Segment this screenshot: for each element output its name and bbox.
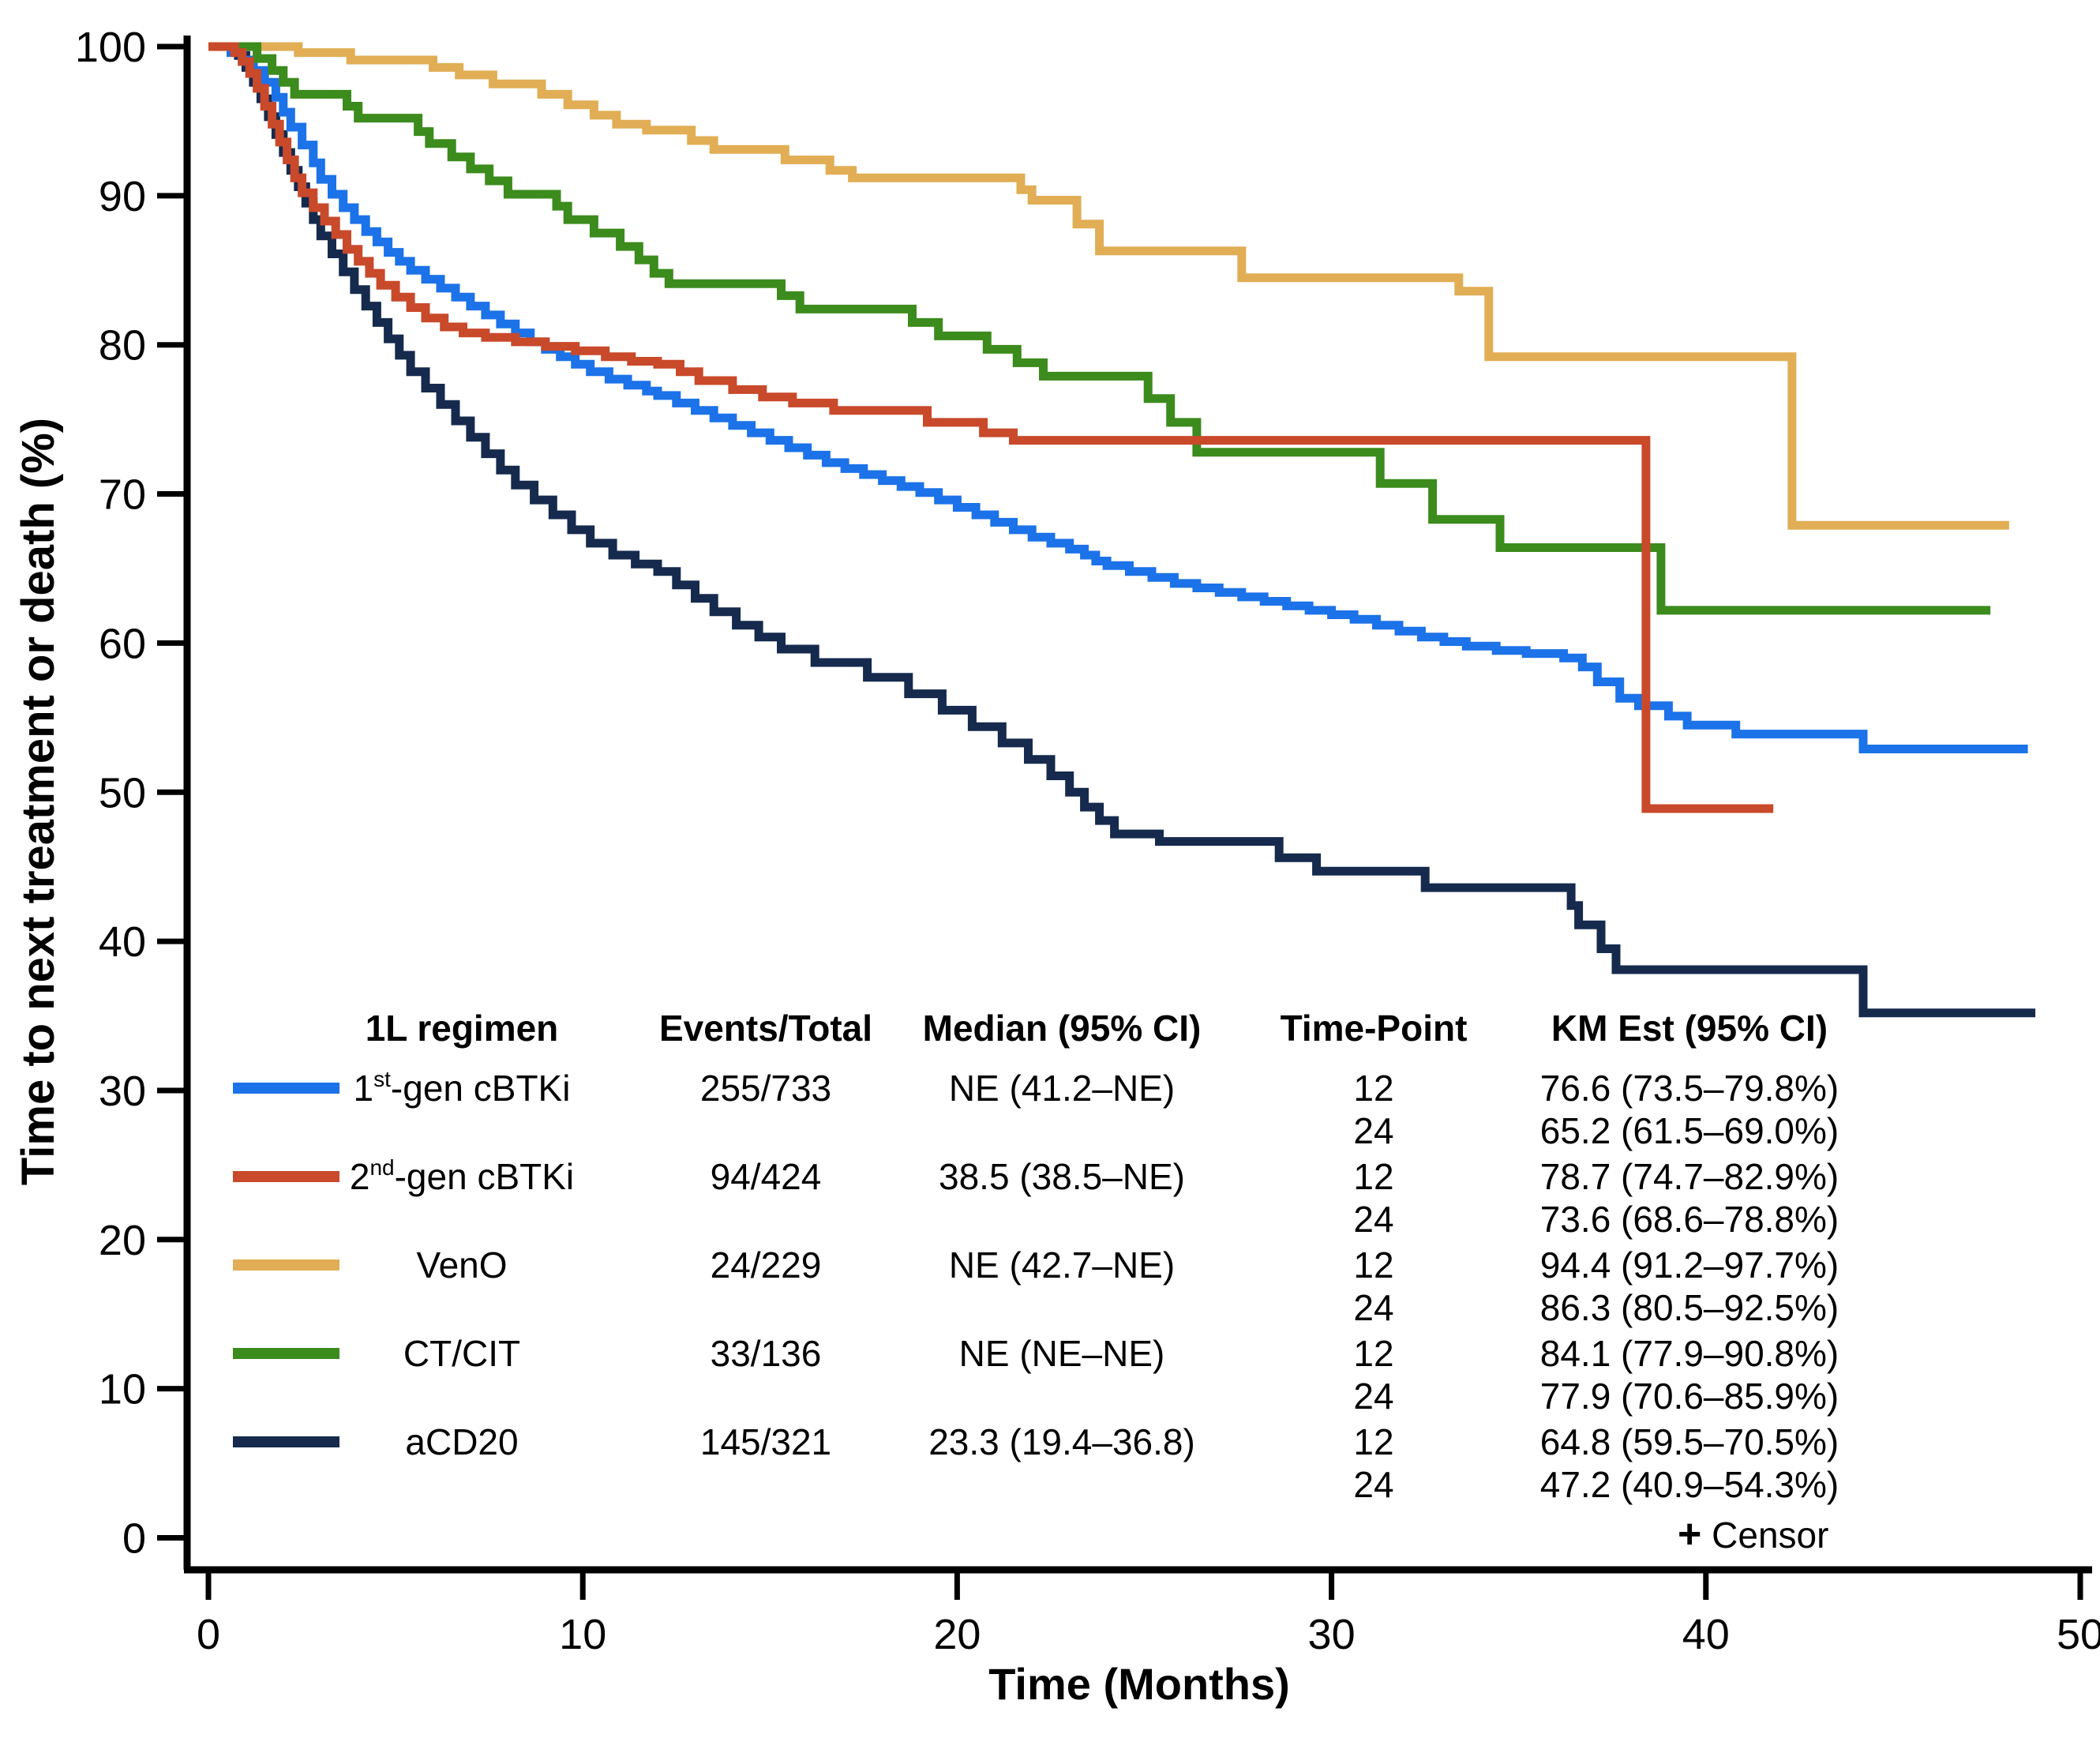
y-tick-label: 40 bbox=[99, 918, 146, 966]
events-total-value: 255/733 bbox=[700, 1068, 831, 1109]
median-value: NE (NE–NE) bbox=[959, 1333, 1165, 1374]
legend-header-timepoint: Time-Point bbox=[1281, 1008, 1468, 1049]
km-estimate-value: 76.6 (73.5–79.8%) bbox=[1540, 1068, 1839, 1109]
legend-table: 1L regimen Events/Total Median (95% CI) Tim… bbox=[233, 1008, 1839, 1557]
median-value: 38.5 (38.5–NE) bbox=[939, 1156, 1185, 1197]
timepoint-value: 12 bbox=[1353, 1244, 1393, 1286]
km-estimate-value: 77.9 (70.6–85.9%) bbox=[1540, 1376, 1839, 1417]
y-tick-label: 70 bbox=[99, 471, 146, 519]
timepoint-value: 24 bbox=[1353, 1464, 1393, 1505]
median-value: 23.3 (19.4–36.8) bbox=[928, 1421, 1195, 1462]
legend-row-label: CT/CIT bbox=[403, 1333, 520, 1374]
censor-note: + Censor bbox=[1678, 1511, 1828, 1557]
y-tick-label: 60 bbox=[99, 620, 146, 667]
y-axis-title: Time to next treatment or death (%) bbox=[13, 418, 64, 1185]
km-estimate-value: 65.2 (61.5–69.0%) bbox=[1540, 1110, 1839, 1151]
legend-row-label: 1st-gen cBTKi bbox=[354, 1067, 571, 1109]
y-tick-label: 80 bbox=[99, 322, 146, 370]
events-total-value: 33/136 bbox=[711, 1333, 822, 1374]
y-tick-label: 30 bbox=[99, 1068, 146, 1115]
y-tick-label: 0 bbox=[122, 1515, 146, 1563]
y-tick-label: 10 bbox=[99, 1366, 146, 1413]
median-value: NE (42.7–NE) bbox=[949, 1244, 1175, 1286]
km-estimate-value: 94.4 (91.2–97.7%) bbox=[1540, 1244, 1839, 1286]
km-estimate-value: 86.3 (80.5–92.5%) bbox=[1540, 1287, 1839, 1328]
y-tick-label: 20 bbox=[99, 1217, 146, 1264]
timepoint-value: 12 bbox=[1353, 1421, 1393, 1462]
x-axis-title: Time (Months) bbox=[988, 1659, 1290, 1709]
axes: 0 10 20 30 40 50 60 70 80 90 100 0 10 20 30 40 50 bbox=[75, 24, 2100, 1658]
km-curve-acd20 bbox=[208, 42, 2036, 1018]
km-estimate-value: 64.8 (59.5–70.5%) bbox=[1540, 1421, 1839, 1462]
timepoint-value: 12 bbox=[1353, 1156, 1393, 1197]
legend-row-label: 2nd-gen cBTKi bbox=[350, 1155, 574, 1197]
y-tick-label: 50 bbox=[99, 769, 146, 816]
legend-header-regimen: 1L regimen bbox=[366, 1008, 559, 1049]
km-curve-2nd-gen-cbtki bbox=[208, 42, 1774, 813]
timepoint-value: 24 bbox=[1353, 1376, 1393, 1417]
km-curve-veno bbox=[208, 42, 2009, 530]
km-curves bbox=[208, 42, 2036, 1018]
legend-header-median: Median (95% CI) bbox=[923, 1008, 1202, 1049]
timepoint-value: 24 bbox=[1353, 1110, 1393, 1151]
x-tick-label: 40 bbox=[1682, 1611, 1730, 1658]
x-tick-label: 20 bbox=[933, 1611, 981, 1658]
km-curve-1st-gen-cbtki bbox=[208, 42, 2028, 753]
events-total-value: 24/229 bbox=[711, 1244, 822, 1286]
x-tick-label: 50 bbox=[2057, 1611, 2100, 1658]
km-curve-ct-cit bbox=[208, 42, 1991, 615]
x-tick-label: 30 bbox=[1308, 1611, 1356, 1658]
km-estimate-value: 73.6 (68.6–78.8%) bbox=[1540, 1199, 1839, 1240]
timepoint-value: 24 bbox=[1353, 1199, 1393, 1240]
legend-header-km: KM Est (95% CI) bbox=[1551, 1008, 1828, 1049]
x-tick-label: 0 bbox=[197, 1611, 220, 1658]
y-tick-label: 90 bbox=[99, 173, 146, 220]
censor-plus-icon: + bbox=[1678, 1511, 1701, 1557]
x-tick-label: 10 bbox=[559, 1611, 606, 1658]
censor-label: Censor bbox=[1701, 1515, 1828, 1556]
legend-row-label: aCD20 bbox=[405, 1421, 518, 1462]
km-estimate-value: 47.2 (40.9–54.3%) bbox=[1540, 1464, 1839, 1505]
timepoint-value: 12 bbox=[1353, 1068, 1393, 1109]
median-value: NE (41.2–NE) bbox=[949, 1068, 1175, 1109]
events-total-value: 145/321 bbox=[700, 1421, 831, 1462]
km-estimate-value: 84.1 (77.9–90.8%) bbox=[1540, 1333, 1839, 1374]
legend-header-events: Events/Total bbox=[659, 1008, 872, 1049]
timepoint-value: 12 bbox=[1353, 1333, 1393, 1374]
timepoint-value: 24 bbox=[1353, 1287, 1393, 1328]
y-tick-label: 100 bbox=[75, 24, 146, 71]
km-estimate-value: 78.7 (74.7–82.9%) bbox=[1540, 1156, 1839, 1197]
events-total-value: 94/424 bbox=[711, 1156, 822, 1197]
legend-row-label: VenO bbox=[416, 1244, 507, 1286]
